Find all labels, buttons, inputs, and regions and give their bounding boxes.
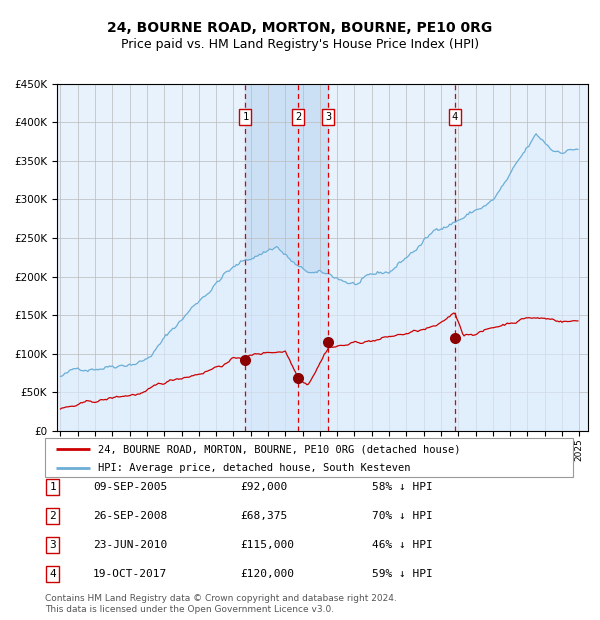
Text: HPI: Average price, detached house, South Kesteven: HPI: Average price, detached house, Sout… [98,463,410,472]
Text: 46% ↓ HPI: 46% ↓ HPI [372,540,433,550]
Text: £120,000: £120,000 [240,569,294,579]
Text: 70% ↓ HPI: 70% ↓ HPI [372,511,433,521]
Text: 3: 3 [49,540,56,550]
Text: £68,375: £68,375 [240,511,287,521]
Text: 19-OCT-2017: 19-OCT-2017 [93,569,167,579]
Text: 24, BOURNE ROAD, MORTON, BOURNE, PE10 0RG (detached house): 24, BOURNE ROAD, MORTON, BOURNE, PE10 0R… [98,445,460,454]
FancyBboxPatch shape [45,438,573,477]
Text: 2: 2 [295,112,301,122]
Text: 26-SEP-2008: 26-SEP-2008 [93,511,167,521]
Text: 23-JUN-2010: 23-JUN-2010 [93,540,167,550]
Text: 2: 2 [49,511,56,521]
Bar [245,84,328,431]
Text: 1: 1 [49,482,56,492]
Text: £115,000: £115,000 [240,540,294,550]
Text: 58% ↓ HPI: 58% ↓ HPI [372,482,433,492]
Text: 4: 4 [49,569,56,579]
Text: 09-SEP-2005: 09-SEP-2005 [93,482,167,492]
Text: 3: 3 [325,112,331,122]
Text: 24, BOURNE ROAD, MORTON, BOURNE, PE10 0RG: 24, BOURNE ROAD, MORTON, BOURNE, PE10 0R… [107,21,493,35]
Text: 1: 1 [242,112,248,122]
Text: 4: 4 [452,112,458,122]
Text: £92,000: £92,000 [240,482,287,492]
Text: Price paid vs. HM Land Registry's House Price Index (HPI): Price paid vs. HM Land Registry's House … [121,38,479,51]
Text: 59% ↓ HPI: 59% ↓ HPI [372,569,433,579]
Text: Contains HM Land Registry data © Crown copyright and database right 2024.
This d: Contains HM Land Registry data © Crown c… [45,595,397,614]
